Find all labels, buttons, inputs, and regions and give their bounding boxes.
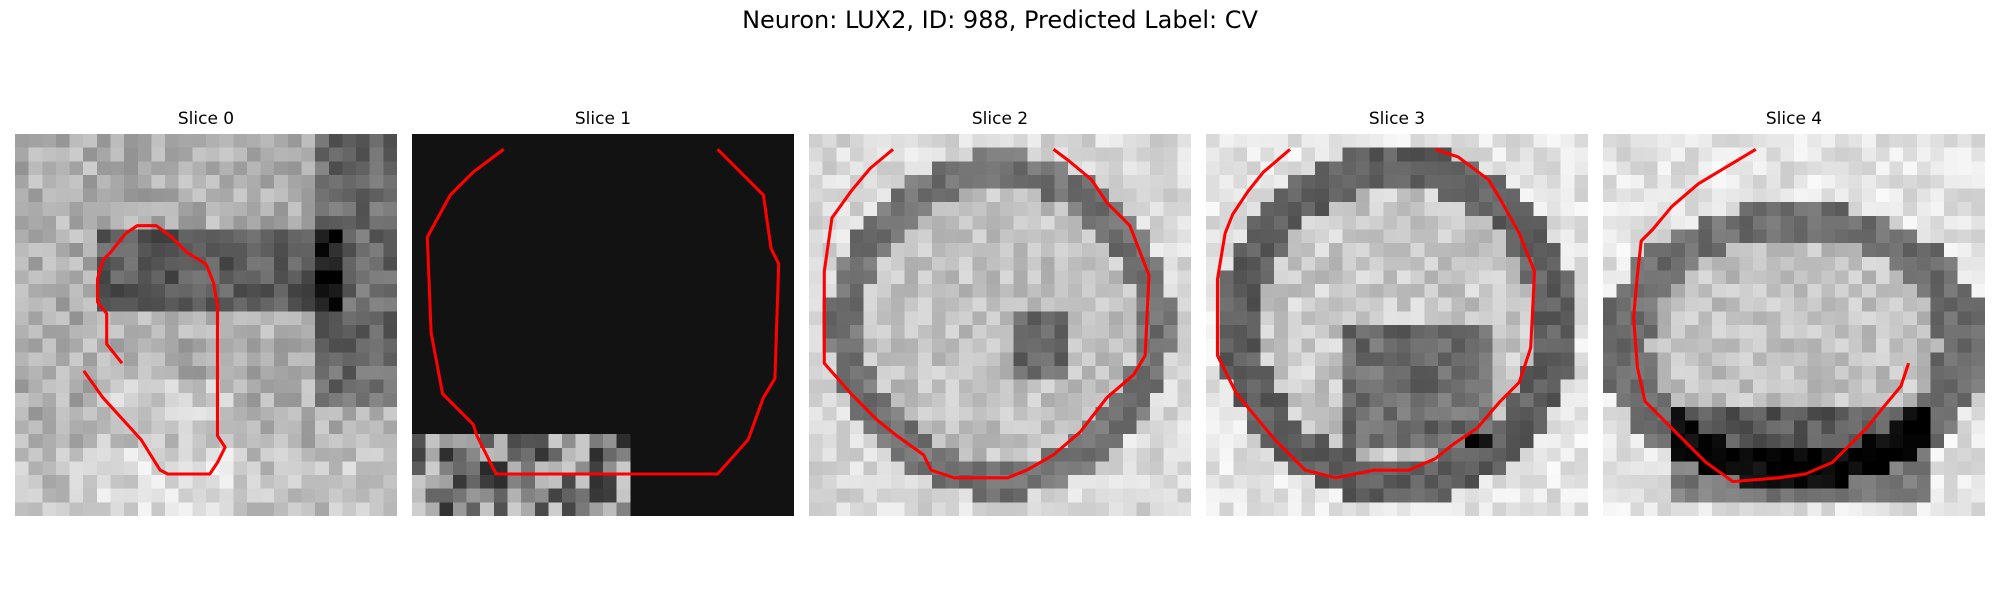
- figure-title: Neuron: LUX2, ID: 988, Predicted Label: …: [742, 6, 1258, 34]
- slice-1-pixels: [412, 134, 794, 516]
- slice-2-contour: [822, 148, 1151, 480]
- slice-4-contour: [1632, 147, 1911, 484]
- slice-3-pixels: [1206, 134, 1588, 516]
- slice-3-title: Slice 3: [1368, 109, 1426, 129]
- slice-3-contour: [1215, 147, 1537, 480]
- slice-1-image: [412, 134, 794, 516]
- slice-0-title: Slice 0: [177, 109, 235, 129]
- slice-3-image: [1206, 134, 1588, 516]
- slice-1-contour: [425, 148, 781, 476]
- slice-1-title: Slice 1: [574, 109, 632, 129]
- slice-2-pixels: [809, 134, 1191, 516]
- slice-0-contour: [82, 224, 227, 476]
- slice-4-title: Slice 4: [1765, 109, 1823, 129]
- slice-4-image: [1603, 134, 1985, 516]
- slice-0-pixels: [15, 134, 397, 516]
- slice-2-title: Slice 2: [971, 109, 1029, 129]
- slice-0-image: [15, 134, 397, 516]
- slice-2-image: [809, 134, 1191, 516]
- slice-4-pixels: [1603, 134, 1985, 516]
